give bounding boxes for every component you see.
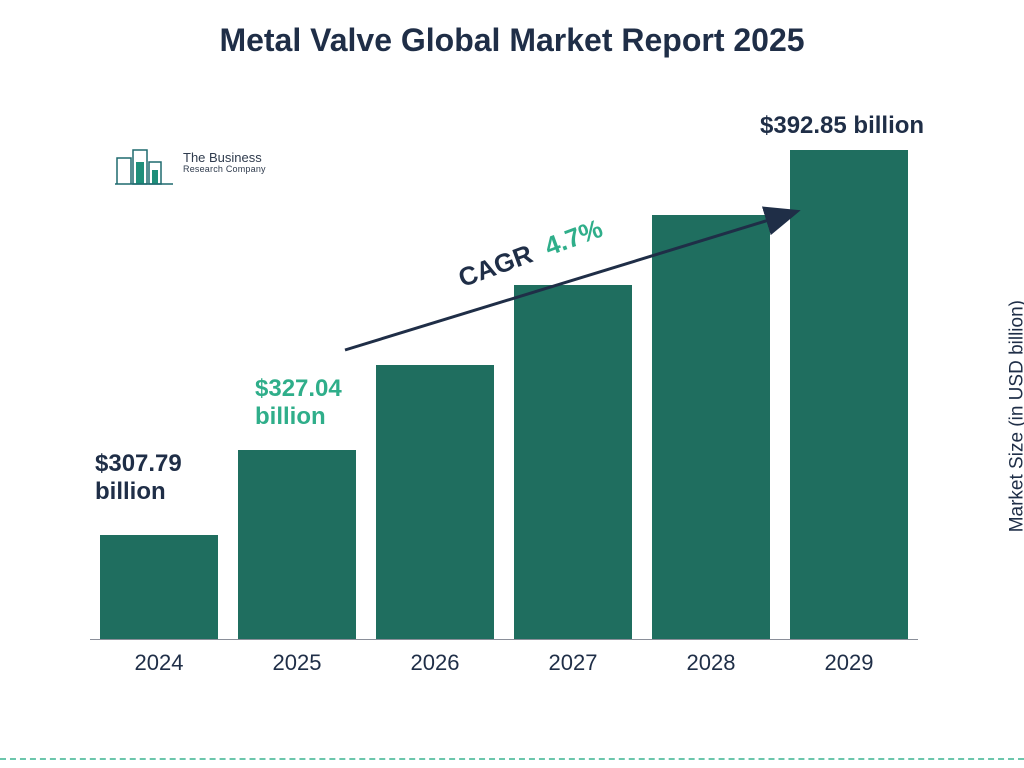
value-label: $327.04billion	[255, 375, 342, 430]
x-tick-label: 2024	[90, 650, 228, 676]
bars-container	[90, 120, 918, 640]
value-label: $307.79billion	[95, 450, 182, 505]
bar	[376, 365, 494, 640]
page-root: Metal Valve Global Market Report 2025 Th…	[0, 0, 1024, 768]
footer-dashed-line	[0, 758, 1024, 760]
x-tick-label: 2029	[780, 650, 918, 676]
bar	[238, 450, 356, 640]
bar	[100, 535, 218, 640]
x-tick-label: 2028	[642, 650, 780, 676]
bar-column	[228, 450, 366, 640]
value-label: $392.85 billion	[760, 112, 924, 140]
x-tick-label: 2026	[366, 650, 504, 676]
chart-title: Metal Valve Global Market Report 2025	[0, 22, 1024, 59]
cagr-annotation: CAGR 4.7%	[335, 200, 825, 350]
bar-column	[90, 535, 228, 640]
y-axis-label: Market Size (in USD billion)	[1006, 300, 1024, 532]
bar-column	[366, 365, 504, 640]
x-axis-line	[90, 639, 918, 640]
x-tick-label: 2027	[504, 650, 642, 676]
x-tick-label: 2025	[228, 650, 366, 676]
